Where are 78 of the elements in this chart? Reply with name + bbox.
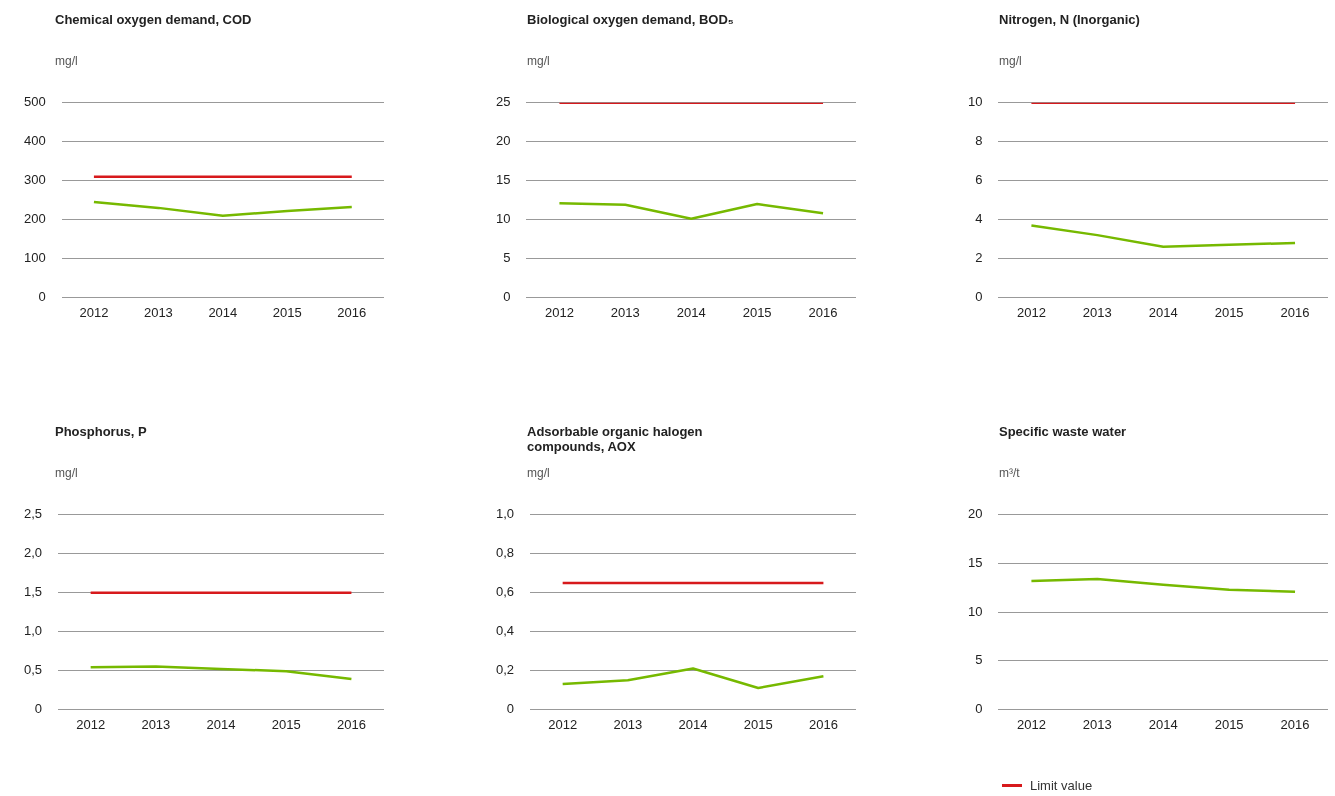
- x-tick-label: 2013: [1082, 716, 1112, 732]
- x-tick-label: 2014: [678, 716, 708, 732]
- y-tick-label: 10: [967, 94, 983, 110]
- chart-title: Nitrogen, N (Inorganic): [999, 12, 1140, 27]
- y-tick-label: 2,0: [23, 545, 43, 561]
- x-tick-label: 2016: [336, 716, 366, 732]
- y-tick-label: 4: [975, 211, 983, 227]
- y-tick-label: 10: [495, 211, 511, 227]
- x-tick-label: 2016: [1280, 716, 1310, 732]
- y-tick-label: 20: [495, 133, 511, 149]
- x-tick-label: 2012: [544, 304, 574, 320]
- y-tick-label: 200: [23, 211, 46, 227]
- x-tick-label: 2014: [1148, 304, 1178, 320]
- y-tick-label: 2: [975, 250, 983, 266]
- x-tick-label: 2014: [208, 304, 238, 320]
- y-tick-label: 0,4: [495, 623, 515, 639]
- x-tick-label: 2013: [143, 304, 173, 320]
- y-tick-label: 0: [975, 700, 983, 716]
- y-tick-label: 0,8: [495, 545, 515, 561]
- x-tick-label: 2013: [141, 716, 171, 732]
- y-tick-label: 300: [23, 172, 46, 188]
- x-tick-label: 2013: [613, 716, 643, 732]
- y-tick-label: 0: [975, 288, 983, 304]
- x-tick-label: 2016: [808, 716, 838, 732]
- y-axis-title: mg/l: [55, 54, 78, 68]
- y-tick-label: 15: [495, 172, 511, 188]
- y-tick-label: 0,5: [23, 662, 43, 678]
- y-tick-label: 0,6: [495, 584, 515, 600]
- y-tick-label: 25: [495, 94, 511, 110]
- x-tick-label: 2016: [337, 304, 367, 320]
- y-tick-label: 400: [23, 133, 46, 149]
- x-tick-label: 2016: [808, 304, 838, 320]
- y-axis-title: mg/l: [527, 54, 550, 68]
- y-tick-label: 5: [503, 250, 511, 266]
- y-tick-label: 15: [967, 555, 983, 571]
- x-tick-label: 2013: [1082, 304, 1112, 320]
- x-tick-label: 2015: [272, 304, 302, 320]
- x-tick-label: 2015: [743, 716, 773, 732]
- y-tick-label: 1,0: [23, 623, 43, 639]
- y-tick-label: 0: [506, 700, 515, 716]
- y-tick-label: 0: [503, 288, 511, 304]
- x-tick-label: 2012: [79, 304, 109, 320]
- chart-title: Chemical oxygen demand, COD: [55, 12, 252, 27]
- chart-title: Biological oxygen demand, BOD₅: [527, 12, 734, 27]
- y-tick-label: 20: [967, 506, 983, 522]
- chart-title: Phosphorus, P: [55, 424, 147, 439]
- y-tick-label: 1,0: [495, 506, 515, 522]
- chart-title: Specific waste water: [999, 424, 1127, 439]
- x-tick-label: 2013: [610, 304, 640, 320]
- y-tick-label: 1,5: [23, 584, 43, 600]
- y-axis-title: mg/l: [527, 466, 550, 480]
- x-tick-label: 2015: [1214, 716, 1244, 732]
- y-tick-label: 0: [38, 288, 46, 304]
- y-tick-label: 0,2: [495, 662, 515, 678]
- y-tick-label: 0: [34, 700, 43, 716]
- y-tick-label: 10: [967, 603, 983, 619]
- y-axis-title: mg/l: [999, 54, 1022, 68]
- x-tick-label: 2012: [548, 716, 578, 732]
- x-tick-label: 2016: [1280, 304, 1310, 320]
- x-tick-label: 2015: [271, 716, 301, 732]
- y-tick-label: 5: [975, 652, 983, 668]
- x-tick-label: 2015: [1214, 304, 1244, 320]
- x-tick-label: 2012: [1016, 716, 1046, 732]
- y-axis-title: mg/l: [55, 466, 78, 480]
- x-tick-label: 2015: [742, 304, 772, 320]
- y-tick-label: 100: [23, 250, 46, 266]
- legend-label: Limit value: [1030, 778, 1093, 793]
- y-tick-label: 2,5: [23, 506, 43, 522]
- x-tick-label: 2014: [676, 304, 706, 320]
- x-tick-label: 2012: [1016, 304, 1046, 320]
- x-tick-label: 2014: [206, 716, 236, 732]
- x-tick-label: 2014: [1148, 716, 1178, 732]
- y-tick-label: 6: [975, 172, 983, 188]
- x-tick-label: 2012: [76, 716, 106, 732]
- y-tick-label: 500: [23, 94, 46, 110]
- y-axis-title: m³/t: [999, 466, 1020, 480]
- chart-title: Adsorbable organic halogen compounds, AOX: [527, 424, 704, 454]
- y-tick-label: 8: [975, 133, 983, 149]
